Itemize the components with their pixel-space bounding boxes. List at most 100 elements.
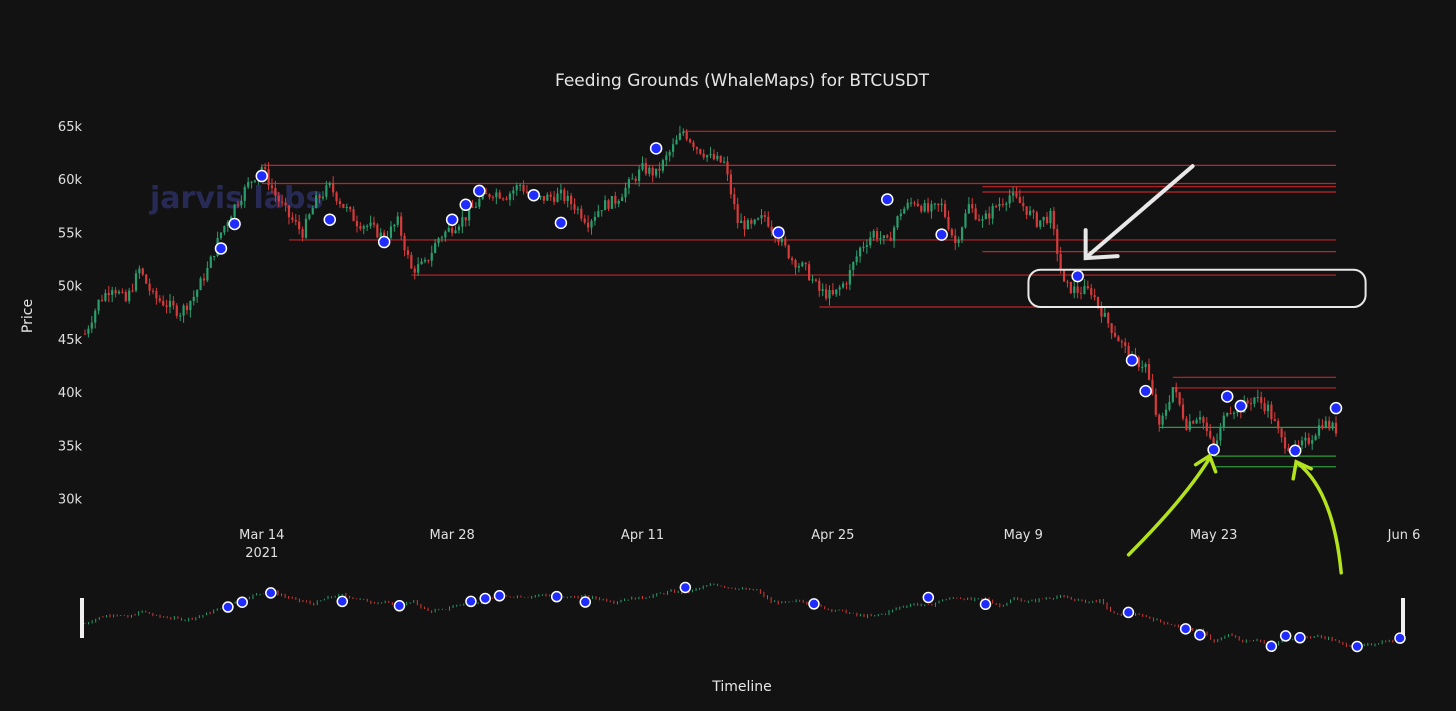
- candle-body: [648, 167, 651, 174]
- white-arrow-shaft: [1085, 164, 1195, 259]
- mini-whale-point: [336, 595, 349, 608]
- candle-body: [858, 247, 862, 257]
- candle-body: [1141, 367, 1144, 369]
- candle-body: [644, 163, 648, 174]
- candle-body: [104, 292, 107, 301]
- candle-body: [270, 185, 274, 189]
- candle-body: [162, 300, 165, 306]
- candle-body: [124, 292, 127, 302]
- candle-body: [434, 243, 437, 253]
- candle-body: [886, 235, 889, 238]
- mini-whale-point: [1351, 640, 1363, 653]
- candle-body: [1226, 413, 1229, 416]
- candle-body: [960, 227, 964, 240]
- candle-body: [604, 200, 607, 211]
- candle-body: [736, 204, 739, 224]
- mini-whale-point: [1194, 629, 1206, 641]
- candle-body: [287, 205, 291, 218]
- candle-body: [352, 209, 355, 222]
- chart-title: Feeding Grounds (WhaleMaps) for BTCUSDT: [555, 71, 930, 91]
- candle-body: [845, 283, 848, 285]
- whale-point: [377, 235, 391, 249]
- candle-body: [1100, 305, 1103, 317]
- candle-body: [400, 216, 403, 236]
- candle-body: [1270, 404, 1273, 420]
- candle-body: [852, 262, 855, 270]
- whale-point: [473, 184, 486, 198]
- candle-body: [461, 217, 464, 227]
- candle-body: [444, 231, 447, 238]
- candle-body: [753, 219, 756, 224]
- whale-point: [1139, 384, 1152, 398]
- candle-body: [196, 290, 199, 297]
- candle-body: [468, 206, 471, 221]
- candle-body: [821, 289, 824, 291]
- candle-body: [1209, 431, 1212, 438]
- candle-body: [1198, 417, 1202, 420]
- candle-body: [1093, 295, 1096, 298]
- candle-body: [1249, 403, 1253, 405]
- candle-body: [1164, 409, 1168, 416]
- candle-body: [743, 220, 746, 230]
- candle-body: [264, 167, 267, 169]
- range-slider[interactable]: [80, 581, 1406, 653]
- candle-body: [593, 216, 597, 221]
- mini-whale-point: [808, 598, 820, 610]
- candle-body: [722, 161, 726, 163]
- whale-point: [1234, 399, 1248, 413]
- candle-body: [525, 191, 529, 193]
- candle-body: [522, 184, 525, 192]
- mini-whale-point: [236, 596, 248, 608]
- candle-body: [913, 202, 916, 204]
- candle-body: [634, 178, 637, 181]
- candle-body: [682, 131, 685, 134]
- annotations: [1027, 164, 1367, 575]
- range-slider-handle-left[interactable]: [80, 598, 84, 638]
- range-slider-handle-right[interactable]: [1401, 598, 1405, 638]
- green-arrow-left: [1126, 457, 1211, 557]
- candle-body: [189, 301, 192, 311]
- candle-body: [447, 227, 450, 232]
- candle-body: [1311, 440, 1314, 444]
- candle-body: [828, 289, 831, 299]
- candle-body: [546, 194, 549, 201]
- x-tick-label: May 23: [1190, 528, 1238, 543]
- whale-point: [935, 228, 948, 241]
- candle-body: [502, 198, 505, 200]
- candle-body: [1018, 196, 1021, 204]
- candle-body: [780, 238, 783, 243]
- whale-point: [214, 242, 228, 255]
- candle-body: [600, 210, 603, 212]
- candle-body: [974, 208, 977, 220]
- candle-body: [988, 213, 991, 219]
- candle-body: [114, 290, 117, 294]
- candle-body: [1256, 396, 1259, 398]
- mini-whale-point: [1122, 606, 1135, 619]
- mini-whale-point: [479, 592, 491, 605]
- candle-body: [1253, 397, 1256, 404]
- x-tick-label: Apr 11: [621, 528, 664, 543]
- candle-body: [325, 185, 328, 197]
- candle-body: [1263, 403, 1266, 412]
- candle-body: [253, 180, 257, 182]
- candle-body: [379, 232, 382, 238]
- candle-body: [376, 224, 379, 238]
- candle-body: [417, 264, 420, 273]
- candle-body: [223, 225, 226, 233]
- candle-body: [158, 298, 161, 301]
- candle-body: [1127, 345, 1130, 360]
- candle-body: [872, 231, 875, 238]
- candle-body: [1181, 404, 1185, 419]
- candle-body: [835, 289, 838, 295]
- candle-body: [335, 192, 338, 202]
- candle-body: [250, 181, 253, 183]
- candle-body: [1008, 195, 1011, 204]
- candle-body: [485, 193, 488, 195]
- mini-whale-point: [1394, 632, 1406, 644]
- whale-point: [527, 188, 540, 202]
- candle-body: [355, 221, 359, 227]
- candle-body: [576, 208, 580, 210]
- candle-body: [824, 289, 828, 299]
- candle-body: [420, 261, 423, 265]
- candle-body: [1314, 435, 1317, 441]
